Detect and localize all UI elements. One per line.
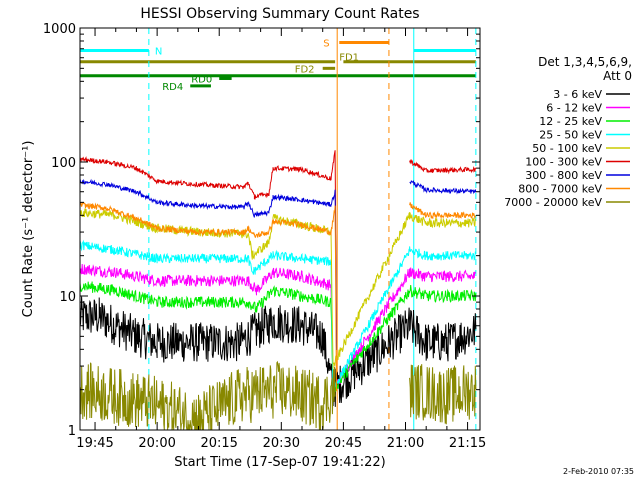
- legend-header-attenuator: Att 0: [603, 69, 632, 83]
- y-tick-label: 1: [68, 424, 76, 439]
- y-tick-label: 10: [59, 290, 76, 305]
- series-line-25-50-kev: [79, 239, 477, 392]
- legend-label-800-7000-kev: 800 - 7000 keV: [518, 183, 602, 196]
- plot-area: N S FD1 FD2 RD0 RD4 1 10 100 1000 19:45 20:00 20:1…: [43, 22, 486, 451]
- series-line-800-7000-kev: [79, 201, 476, 391]
- x-tick-label: 21:15: [449, 436, 486, 451]
- footer-date: 2-Feb-2010 07:35: [563, 467, 634, 476]
- series-lines: [79, 150, 477, 431]
- flag-label-rd0: RD0: [191, 74, 212, 85]
- legend-label-100-300-kev: 100 - 300 keV: [525, 156, 602, 169]
- series-line-3-6-kev: [79, 296, 477, 407]
- flag-label-fd2: FD2: [295, 64, 315, 75]
- legend-label-25-50-kev: 25 - 50 keV: [539, 129, 602, 142]
- flag-label-n: N: [155, 46, 162, 57]
- y-tick-label: 1000: [43, 22, 76, 37]
- series-line-12-25-kev: [79, 281, 477, 394]
- series-line-7000-20000-kev: [79, 360, 477, 431]
- x-tick-label: 19:45: [76, 436, 113, 451]
- flag-bars: N S FD1 FD2 RD0 RD4: [80, 38, 476, 93]
- x-axis-ticks: 19:45 20:00 20:15 20:30 20:45 21:00 21:15: [76, 28, 486, 451]
- x-tick-label: 20:45: [325, 436, 362, 451]
- legend-label-3-6-kev: 3 - 6 keV: [553, 88, 602, 101]
- legend-label-12-25-kev: 12 - 25 keV: [539, 115, 602, 128]
- series-line-300-800-kev: [79, 178, 477, 351]
- x-tick-label: 20:00: [138, 436, 175, 451]
- series-line-100-300-kev: [79, 150, 477, 349]
- x-tick-label: 20:30: [263, 436, 300, 451]
- chart-title: HESSI Observing Summary Count Rates: [140, 6, 419, 22]
- x-tick-label: 20:15: [200, 436, 237, 451]
- x-axis-label: Start Time (17-Sep-07 19:41:22): [174, 455, 385, 470]
- legend-label-6-12-kev: 6 - 12 keV: [546, 102, 602, 115]
- y-tick-label: 100: [51, 156, 76, 171]
- legend-label-7000-20000-kev: 7000 - 20000 keV: [504, 196, 602, 209]
- vertical-markers: [148, 28, 477, 430]
- legend-header-detectors: Det 1,3,4,5,6,9,: [538, 55, 632, 69]
- x-tick-label: 21:00: [387, 436, 424, 451]
- legend-label-50-100-kev: 50 - 100 keV: [532, 142, 602, 155]
- y-axis-ticks: 1 10 100 1000: [43, 22, 480, 439]
- flag-label-rd4: RD4: [162, 82, 183, 93]
- flag-label-s: S: [323, 38, 329, 49]
- legend-label-300-800-kev: 300 - 800 keV: [525, 169, 602, 182]
- series-line-6-12-kev: [79, 263, 476, 392]
- y-axis-label: Count Rate (s⁻¹ detector⁻¹): [21, 141, 36, 318]
- plot-frame: [79, 27, 481, 431]
- flag-label-fd1: FD1: [339, 53, 359, 64]
